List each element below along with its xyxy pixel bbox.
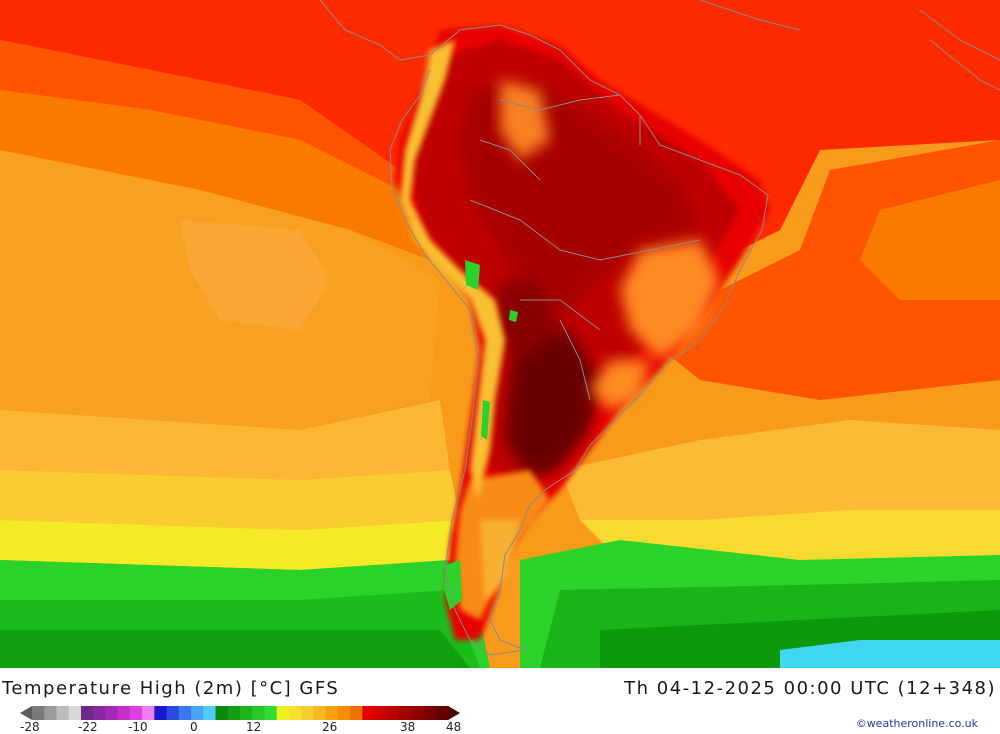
legend-swatch	[411, 706, 425, 720]
legend-swatch	[129, 706, 143, 720]
legend-swatch	[32, 706, 45, 720]
legend-swatch	[80, 706, 94, 720]
legend-swatch	[203, 706, 217, 720]
legend-swatch	[56, 706, 70, 720]
legend-swatch	[252, 706, 266, 720]
legend-colorbar	[20, 706, 460, 720]
legend-swatch	[68, 706, 82, 720]
forecast-datetime: Th 04-12-2025 00:00 UTC (12+348)	[624, 678, 996, 699]
legend-swatch	[264, 706, 278, 720]
legend-swatch	[215, 706, 229, 720]
legend-swatch	[93, 706, 107, 720]
map-title: Temperature High (2m) [°C] GFS	[2, 678, 340, 699]
legend-swatch	[178, 706, 192, 720]
legend-swatch	[386, 706, 400, 720]
credit-link[interactable]: ©weatheronline.co.uk	[855, 717, 978, 730]
legend-swatch	[166, 706, 180, 720]
continent-temperature-field	[395, 25, 770, 640]
legend-swatch	[325, 706, 339, 720]
legend-swatch	[423, 706, 437, 720]
legend-arrow-high	[448, 706, 460, 720]
legend-swatch	[191, 706, 204, 720]
legend-tick: 48	[446, 720, 462, 734]
legend-swatch	[227, 706, 241, 720]
legend-swatch	[276, 706, 290, 720]
legend-swatch	[44, 706, 58, 720]
legend-tick: 26	[322, 720, 338, 734]
legend-tick: -28	[20, 720, 40, 734]
legend-tick: -22	[78, 720, 98, 734]
legend-swatch	[142, 706, 155, 720]
legend-arrow-low	[20, 706, 32, 720]
legend-swatch	[337, 706, 351, 720]
legend-swatch	[240, 706, 253, 720]
legend-swatch	[399, 706, 412, 720]
legend-swatch	[105, 706, 119, 720]
legend-swatch	[288, 706, 302, 720]
legend-tick: 12	[246, 720, 262, 734]
legend-tick: 38	[400, 720, 416, 734]
legend-swatch	[301, 706, 315, 720]
legend-tick: 0	[190, 720, 198, 734]
legend-tick: -10	[128, 720, 148, 734]
legend-swatch	[435, 706, 449, 720]
legend-swatch	[154, 706, 168, 720]
legend-swatch	[350, 706, 363, 720]
legend-swatch	[117, 706, 131, 720]
legend-swatch	[313, 706, 327, 720]
legend-swatch	[374, 706, 388, 720]
color-legend	[20, 706, 460, 720]
legend-swatch	[362, 706, 376, 720]
temperature-map	[0, 0, 1000, 668]
coastlines-and-borders	[319, 0, 1000, 656]
